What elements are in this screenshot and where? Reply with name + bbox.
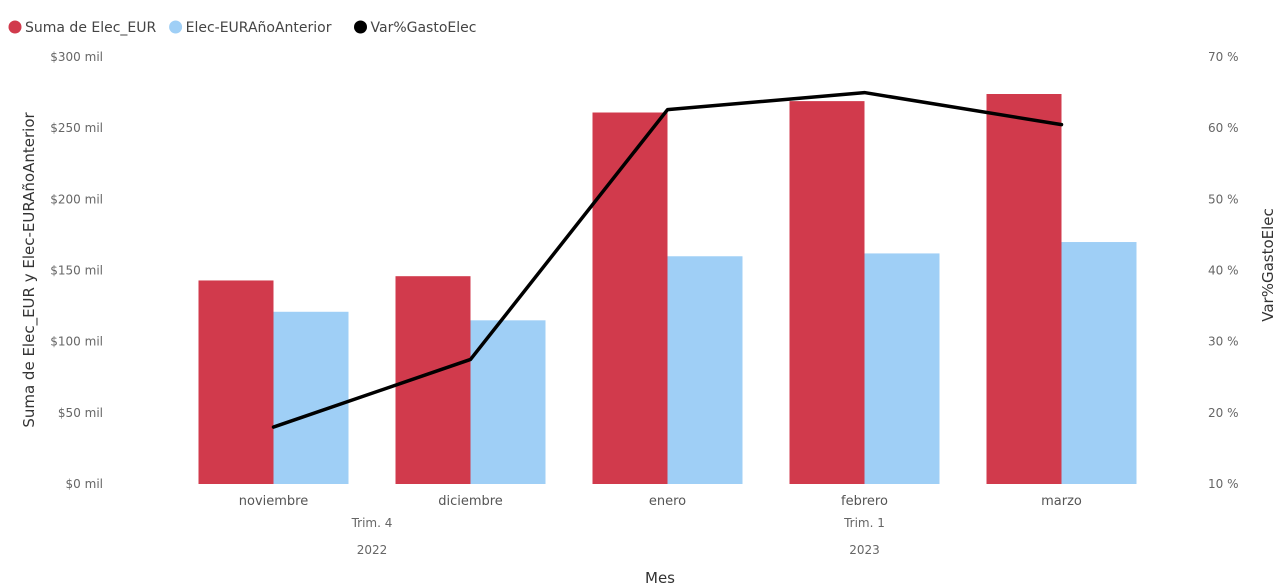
y-left-axis-title: Suma de Elec_EUR y Elec-EURAñoAnterior bbox=[20, 112, 39, 428]
x-axis: noviembre diciembre enero febrero marzo Trim.… bbox=[239, 494, 1082, 587]
x-quarter-label: Trim. 1 bbox=[843, 516, 885, 530]
legend-label: Suma de Elec_EUR bbox=[25, 20, 157, 36]
y-left-tick-label: $300 mil bbox=[50, 50, 103, 64]
bar bbox=[273, 311, 349, 484]
x-tick-label: diciembre bbox=[438, 494, 503, 509]
legend-item[interactable]: Var%GastoElec bbox=[354, 20, 476, 36]
legend-marker bbox=[354, 20, 367, 34]
x-year-label: 2022 bbox=[357, 543, 388, 557]
y-right-tick-label: 70 % bbox=[1208, 50, 1239, 64]
y-right-tick-label: 20 % bbox=[1208, 406, 1239, 420]
bar bbox=[864, 253, 940, 484]
y-left-tick-label: $250 mil bbox=[50, 121, 103, 135]
y-left-tick-label: $150 mil bbox=[50, 264, 103, 278]
legend-label: Var%GastoElec bbox=[371, 20, 477, 36]
x-tick-label: marzo bbox=[1041, 494, 1082, 509]
bar bbox=[789, 101, 865, 484]
y-right-tick-label: 10 % bbox=[1208, 477, 1239, 491]
legend-item[interactable]: Suma de Elec_EUR bbox=[8, 20, 157, 36]
y-right-tick-label: 40 % bbox=[1208, 264, 1239, 278]
x-quarter-label: Trim. 4 bbox=[351, 516, 393, 530]
line-series-path bbox=[271, 90, 1064, 429]
y-left-tick-label: $100 mil bbox=[50, 335, 103, 349]
y-left-tick-label: $200 mil bbox=[50, 192, 103, 206]
bar bbox=[986, 94, 1062, 485]
bar bbox=[592, 112, 668, 484]
legend-marker bbox=[169, 20, 183, 34]
x-tick-label: febrero bbox=[841, 494, 888, 509]
bar bbox=[470, 320, 546, 484]
bar bbox=[198, 280, 274, 484]
y-right-tick-label: 60 % bbox=[1208, 121, 1239, 135]
y-right-axis-title: Var%GastoElec bbox=[1259, 208, 1277, 322]
y-left-tick-label: $0 mil bbox=[66, 477, 103, 491]
legend-marker bbox=[8, 20, 22, 34]
bar bbox=[1061, 242, 1137, 484]
legend[interactable]: Suma de Elec_EUR Elec-EURAñoAnterior Var%G… bbox=[8, 20, 477, 36]
line-series bbox=[271, 90, 1064, 429]
x-axis-title: Mes bbox=[645, 569, 675, 587]
y-right-tick-label: 50 % bbox=[1208, 192, 1239, 206]
x-tick-label: noviembre bbox=[239, 494, 308, 509]
axes: $0 mil $50 mil $100 mil $150 mil $200 mil $25… bbox=[20, 50, 1277, 491]
legend-item[interactable]: Elec-EURAñoAnterior bbox=[169, 20, 332, 36]
x-year-label: 2023 bbox=[849, 543, 880, 557]
legend-label: Elec-EURAñoAnterior bbox=[186, 20, 332, 36]
y-right-tick-label: 30 % bbox=[1208, 335, 1239, 349]
bar bbox=[667, 256, 743, 484]
x-tick-label: enero bbox=[649, 494, 686, 509]
bars bbox=[198, 94, 1137, 485]
y-left-tick-label: $50 mil bbox=[58, 406, 103, 420]
